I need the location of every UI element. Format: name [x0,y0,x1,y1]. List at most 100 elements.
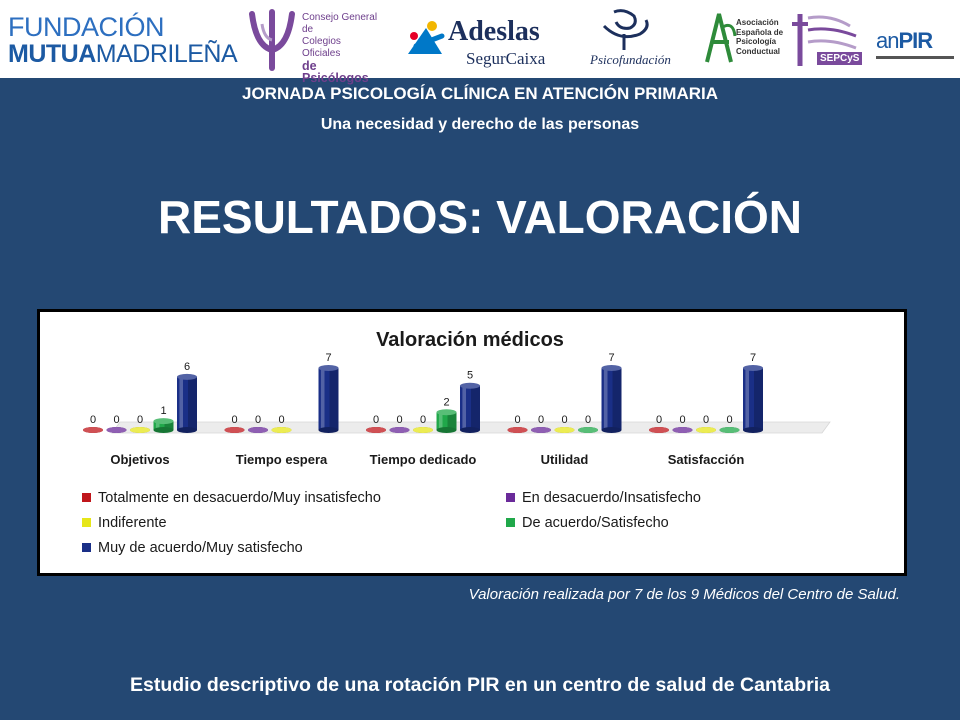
category-label-3: Utilidad [541,452,589,467]
legend-label-0: Totalmente en desacuerdo/Muy insatisfech… [98,490,381,506]
data-label-1-1: 0 [255,414,261,426]
bar-base-4-4 [743,427,763,433]
bar-top-4-4 [743,365,763,371]
bar-shade-0-3 [164,421,174,430]
chart-title: Valoración médicos [376,329,564,351]
footer-title: Estudio descriptivo de una rotación PIR … [130,674,830,696]
legend-swatch-0 [82,493,91,502]
slide-title: RESULTADOS: VALORACIÓN [158,191,802,243]
data-label-3-2: 0 [561,414,567,426]
star-icon [408,21,445,54]
legend-swatch-4 [82,543,91,552]
legend-swatch-1 [506,493,515,502]
category-label-4: Satisfacción [668,452,745,467]
data-label-3-1: 0 [538,414,544,426]
data-label-1-0: 0 [231,414,237,426]
bar-shade-4-4 [754,368,763,430]
legend-label-3: De acuerdo/Satisfecho [522,515,669,531]
legend-label-2: Indiferente [98,515,167,531]
data-label-0-3: 1 [160,405,166,417]
bar-top-0-3 [153,418,174,425]
data-label-1-4: 7 [325,352,331,364]
bar-top-3-0 [507,427,528,433]
data-label-2-2: 0 [420,414,426,426]
bar-shade-0-4 [188,376,197,430]
data-label-0-2: 0 [137,414,143,426]
data-label-2-1: 0 [396,414,402,426]
psi-symbol-icon [249,9,295,71]
aepc-text: Asociación Española de Psicología Conduc… [736,18,784,56]
data-label-3-4: 7 [608,352,614,364]
sepcys-text: SEPCyS [817,52,863,65]
bar-base-3-4 [601,427,622,433]
bar-base-0-4 [177,427,197,433]
bar-top-4-3 [719,427,740,433]
chart-container: Valoración médicos 0 0 0 1 6 Objetivos 0 0 0 7 Tie… [37,309,907,576]
data-label-0-4: 6 [184,361,190,373]
bar-top-3-1 [531,427,551,433]
data-label-4-1: 0 [679,414,685,426]
bar-highlight-3-4 [603,368,608,430]
adeslas-segurcaixa-logo: Adeslas SegurCaixa [402,6,557,72]
bar-shade-1-4 [329,368,339,430]
bar-top-4-1 [672,427,693,433]
sepcys-logo: SEPCyS [790,6,865,72]
bar-highlight-4-4 [745,368,749,430]
fmm-line2: MUTUAMADRILEÑA [8,40,238,68]
bar-top-4-2 [696,427,716,433]
bar-top-0-4 [177,373,197,380]
adeslas-name: Adeslas [448,16,540,47]
bar-shade-2-3 [447,412,457,430]
consejo-psicologos-logo: Consejo General de Colegios Oficiales de… [244,6,384,84]
adeslas-sub: SegurCaixa [466,49,546,68]
bar-top-3-4 [601,365,622,371]
bar-base-1-4 [318,427,339,433]
bar-highlight-2-3 [438,412,443,430]
bar-highlight-1-4 [320,368,325,430]
data-label-2-4: 5 [467,370,473,382]
data-label-4-2: 0 [703,414,709,426]
cop-text: Consejo General de Colegios Oficiales de… [302,12,378,85]
bar-top-2-3 [436,409,457,416]
bar-shade-2-4 [471,385,480,430]
bar-top-1-1 [248,427,268,433]
data-label-4-3: 0 [726,414,732,426]
data-label-3-3: 0 [585,414,591,426]
logo-bar: FUNDACIÓN MUTUAMADRILEÑA Consejo General… [0,0,960,84]
category-label-0: Objetivos [110,452,169,467]
aepc-emblem-icon [705,13,737,63]
bar-base-2-4 [460,427,480,433]
bar-shade-3-4 [612,368,622,430]
bar-top-3-2 [554,427,575,433]
bar-base-2-3 [436,427,457,433]
anpir-logo: anPIR [876,6,956,72]
bar-highlight-2-4 [462,385,466,430]
psicofundacion-emblem-icon [602,9,649,50]
bar-top-2-2 [413,427,433,433]
bar-top-1-2 [271,427,292,433]
data-label-0-0: 0 [90,414,96,426]
bar-0-3 [153,421,174,430]
bar-highlight-0-4 [179,376,183,430]
category-label-1: Tiempo espera [236,452,328,467]
header-subtitle: Una necesidad y derecho de las personas [320,116,640,133]
bar-top-1-0 [224,427,245,433]
bar-top-0-2 [130,427,150,433]
data-label-4-0: 0 [656,414,662,426]
legend-swatch-3 [506,518,515,527]
bar-top-0-0 [83,427,103,433]
data-label-4-4: 7 [750,352,756,364]
psicofundacion-text: Psicofundación [590,52,671,67]
fundacion-mutua-madrilena-logo: FUNDACIÓN MUTUAMADRILEÑA [8,12,238,68]
data-label-2-0: 0 [373,414,379,426]
data-label-2-3: 2 [443,396,449,408]
data-label-3-0: 0 [514,414,520,426]
bar-top-2-0 [366,427,386,433]
bar-top-1-4 [318,365,339,371]
header-title: JORNADA PSICOLOGÍA CLÍNICA EN ATENCIÓN P… [241,84,718,103]
bar-top-0-1 [106,427,127,433]
fmm-line1: FUNDACIÓN [8,12,165,42]
data-label-1-2: 0 [278,414,284,426]
aepc-logo: Asociación Española de Psicología Conduc… [703,6,783,72]
chart-note: Valoración realizada por 7 de los 9 Médi… [468,586,900,603]
